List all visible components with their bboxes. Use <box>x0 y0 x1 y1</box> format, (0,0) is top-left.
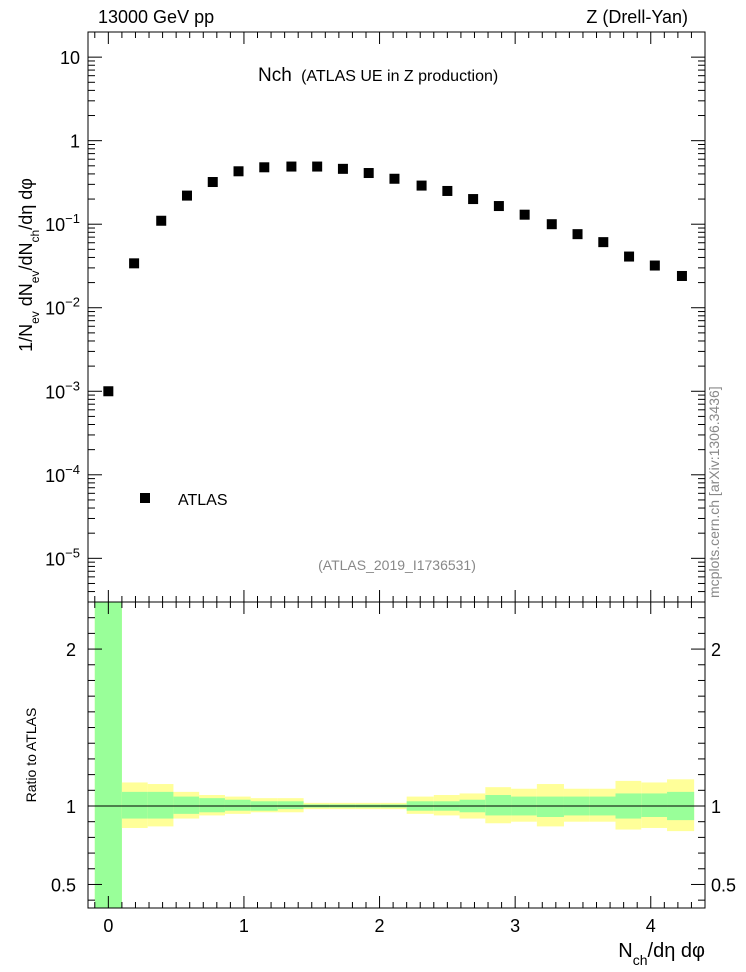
data-point-atlas <box>286 161 297 172</box>
data-point-atlas <box>129 258 140 269</box>
ratio-y-axis-label: Ratio to ATLAS <box>23 708 39 803</box>
ratio-stat-band <box>536 796 564 817</box>
data-point-atlas <box>337 163 348 174</box>
ratio-stat-band <box>173 796 200 814</box>
data-point-atlas <box>233 166 244 177</box>
legend-marker-atlas <box>140 493 150 503</box>
ratio-y-tick-label-right: 1 <box>711 797 721 817</box>
ratio-stat-band <box>485 795 512 816</box>
x-tick-label: 4 <box>646 916 656 936</box>
main-y-axis-label: 1/Nev dNev/dNch/dη dφ <box>16 178 42 352</box>
y-tick-label: 1 <box>70 132 80 152</box>
chart-title: Nch (ATLAS UE in Z production) <box>258 65 498 86</box>
data-point-atlas <box>649 260 660 271</box>
ratio-stat-band <box>94 602 122 908</box>
data-point-atlas <box>598 237 609 248</box>
data-points <box>103 161 687 397</box>
header-right: Z (Drell-Yan) <box>586 7 688 27</box>
data-point-atlas <box>259 162 270 173</box>
header-left: 13000 GeV pp <box>98 7 215 27</box>
data-point-atlas <box>546 219 557 230</box>
data-point-atlas <box>181 190 192 201</box>
ratio-y-tick-label: 0.5 <box>51 875 76 895</box>
x-axis-label: Nch/dη dφ <box>618 940 705 968</box>
ratio-bands <box>94 602 695 908</box>
ratio-stat-band <box>641 793 668 817</box>
data-point-atlas <box>363 168 374 179</box>
ratio-stat-band <box>277 801 304 810</box>
y-tick-label: 10−5 <box>45 545 80 569</box>
x-tick-label: 2 <box>375 916 385 936</box>
x-tick-label: 1 <box>239 916 249 936</box>
ratio-stat-band <box>147 791 174 819</box>
y-tick-label: 10 <box>60 48 80 68</box>
y-tick-label: 10−4 <box>45 462 80 486</box>
data-point-atlas <box>468 194 479 205</box>
ratio-x-ticks: 0 1 2 3 4 <box>94 602 692 936</box>
ratio-y-tick-label-right: 0.5 <box>711 875 736 895</box>
data-point-atlas <box>207 177 218 188</box>
main-y-ticks: 10−5 10−4 10−3 10−2 10−1 1 10 <box>45 31 705 603</box>
main-x-ticks <box>94 32 692 602</box>
ratio-stat-band <box>224 799 251 811</box>
ratio-stat-band <box>199 798 225 813</box>
y-tick-label: 10−1 <box>45 211 80 235</box>
ratio-stat-band <box>121 791 148 819</box>
ratio-y-tick-label: 1 <box>66 797 76 817</box>
ratio-y-ticks: 0.5 0.5 1 1 2 2 <box>51 617 736 901</box>
data-point-atlas <box>624 251 635 262</box>
data-point-atlas <box>389 173 400 184</box>
ratio-plot-frame <box>87 601 706 909</box>
data-point-atlas <box>442 185 453 196</box>
data-point-atlas <box>676 270 687 281</box>
data-point-atlas <box>156 215 167 226</box>
legend-label-atlas: ATLAS <box>178 492 228 509</box>
main-plot-frame <box>87 31 706 603</box>
y-tick-label: 10−2 <box>45 295 80 319</box>
ratio-y-tick-label: 2 <box>66 640 76 660</box>
data-point-atlas <box>493 201 504 212</box>
analysis-annotation: (ATLAS_2019_I1736531) <box>318 557 476 573</box>
data-point-atlas <box>103 386 114 397</box>
data-point-atlas <box>519 209 530 220</box>
x-tick-label: 3 <box>510 916 520 936</box>
ratio-y-tick-label-right: 2 <box>711 640 721 660</box>
main-frame-border <box>87 31 706 603</box>
y-tick-label: 10−3 <box>45 378 80 402</box>
data-point-atlas <box>416 180 427 191</box>
x-tick-label: 0 <box>103 916 113 936</box>
data-point-atlas <box>312 161 323 172</box>
ratio-frame-border <box>87 601 706 909</box>
data-point-atlas <box>572 229 583 240</box>
